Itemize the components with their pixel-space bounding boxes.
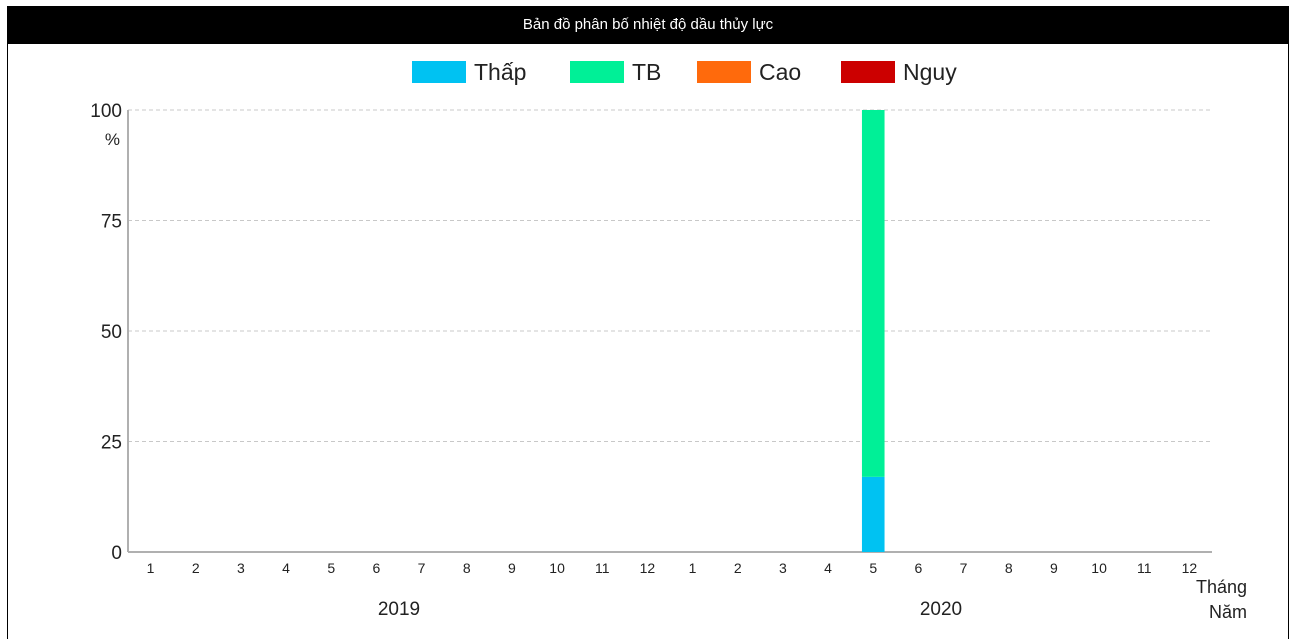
- y-tick-label-25: 25: [101, 433, 122, 454]
- bar-2020-5-series-1: [861, 110, 885, 477]
- y-tick-label-100: 100: [90, 101, 122, 122]
- y-tick-label-0: 0: [111, 543, 122, 564]
- legend-swatch-nguy: [841, 61, 895, 83]
- x-tick-label-2019-5: 5: [327, 560, 335, 576]
- x-tick-label-2020-7: 7: [960, 560, 968, 576]
- legend-item-nguy[interactable]: Nguy: [841, 59, 957, 85]
- x-tick-label-2020-8: 8: [1005, 560, 1013, 576]
- legend-item-cao[interactable]: Cao: [697, 59, 801, 85]
- x-tick-label-2020-9: 9: [1050, 560, 1058, 576]
- x-tick-label-2019-8: 8: [463, 560, 471, 576]
- x-tick-label-2019-11: 11: [595, 560, 610, 576]
- y-tick-label-75: 75: [101, 212, 122, 233]
- x-tick-label-2019-7: 7: [418, 560, 426, 576]
- legend-label-nguy: Nguy: [903, 58, 957, 85]
- x-axis-label-month: Tháng: [1196, 577, 1247, 597]
- legend-label-tb: TB: [632, 58, 662, 85]
- x-tick-label-2019-1: 1: [147, 560, 155, 576]
- legend-item-thap[interactable]: Thấp: [412, 59, 526, 85]
- x-tick-label-2019-2: 2: [192, 560, 200, 576]
- x-tick-label-2020-11: 11: [1137, 560, 1152, 576]
- legend-label-cao: Cao: [759, 58, 802, 85]
- x-tick-label-2020-3: 3: [779, 560, 787, 576]
- x-tick-label-2020-6: 6: [915, 560, 923, 576]
- x-tick-label-2019-4: 4: [282, 560, 290, 576]
- legend-label-thap: Thấp: [474, 58, 527, 85]
- legend-item-tb[interactable]: TB: [570, 59, 661, 85]
- x-tick-label-2019-6: 6: [373, 560, 381, 576]
- x-tick-label-2019-10: 10: [549, 560, 565, 576]
- legend: Thấp TB Cao Nguy: [0, 59, 1296, 85]
- y-axis-unit: %: [105, 130, 120, 149]
- legend-swatch-tb: [570, 61, 624, 83]
- legend-swatch-cao: [697, 61, 751, 83]
- x-axis-label-year: Năm: [1209, 602, 1247, 622]
- bar-2020-5-series-0: [861, 476, 885, 552]
- x-tick-label-2020-1: 1: [689, 560, 697, 576]
- x-tick-label-2020-10: 10: [1091, 560, 1107, 576]
- x-tick-label-2019-9: 9: [508, 560, 516, 576]
- x-group-label-2020: 2020: [920, 599, 962, 620]
- x-tick-label-2020-5: 5: [869, 560, 877, 576]
- legend-swatch-thap: [412, 61, 466, 83]
- y-tick-label-50: 50: [101, 322, 122, 343]
- chart-title: Bản đồ phân bố nhiệt độ dầu thủy lực: [7, 6, 1289, 44]
- x-tick-label-2020-4: 4: [824, 560, 832, 576]
- x-tick-label-2020-12: 12: [1182, 560, 1198, 576]
- chart-frame: [7, 6, 1289, 639]
- x-tick-label-2019-12: 12: [640, 560, 656, 576]
- x-tick-label-2019-3: 3: [237, 560, 245, 576]
- x-group-label-2019: 2019: [378, 599, 420, 620]
- x-tick-label-2020-2: 2: [734, 560, 742, 576]
